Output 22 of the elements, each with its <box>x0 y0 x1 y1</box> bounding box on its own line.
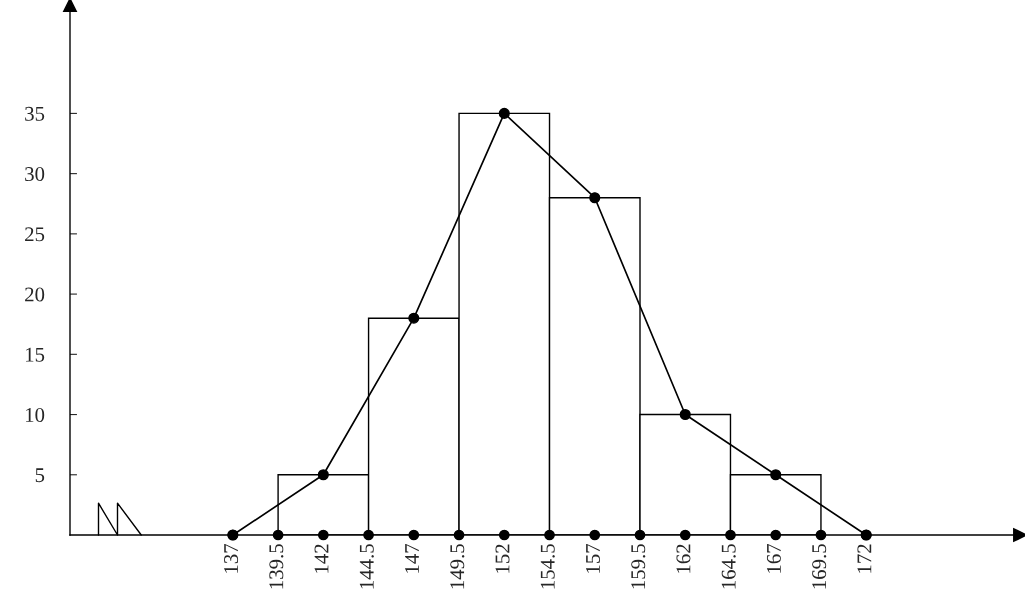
y-tick-label: 35 <box>25 106 45 121</box>
x-tick-label: 144.5 <box>359 544 374 589</box>
y-tick-label: 30 <box>25 167 45 182</box>
x-tick-label: 142 <box>314 544 329 573</box>
x-tick-label: 147 <box>405 543 419 573</box>
x-tick-label: 149.5 <box>450 544 465 589</box>
y-tick-label: 15 <box>26 347 45 362</box>
y-tick-label: 10 <box>26 407 45 422</box>
x-tick-label: 164.5 <box>721 544 736 589</box>
x-tick-label: 157 <box>586 543 600 573</box>
x-tick-label: 159.5 <box>631 544 646 589</box>
x-tick-label: 162 <box>676 544 691 573</box>
y-tick-label: 20 <box>25 287 45 302</box>
y-tick-label: 5 <box>35 468 45 483</box>
x-tick-label: 154.5 <box>540 544 555 589</box>
x-tick-label: 152 <box>495 544 510 573</box>
x-tick-label: 172 <box>857 544 872 573</box>
x-tick-label: 137 <box>224 543 239 573</box>
x-tick-label: 167 <box>766 543 781 573</box>
x-tick-label: 139.5 <box>269 544 284 589</box>
y-tick-label: 25 <box>25 227 45 242</box>
x-tick-label: 169.5 <box>812 544 827 589</box>
